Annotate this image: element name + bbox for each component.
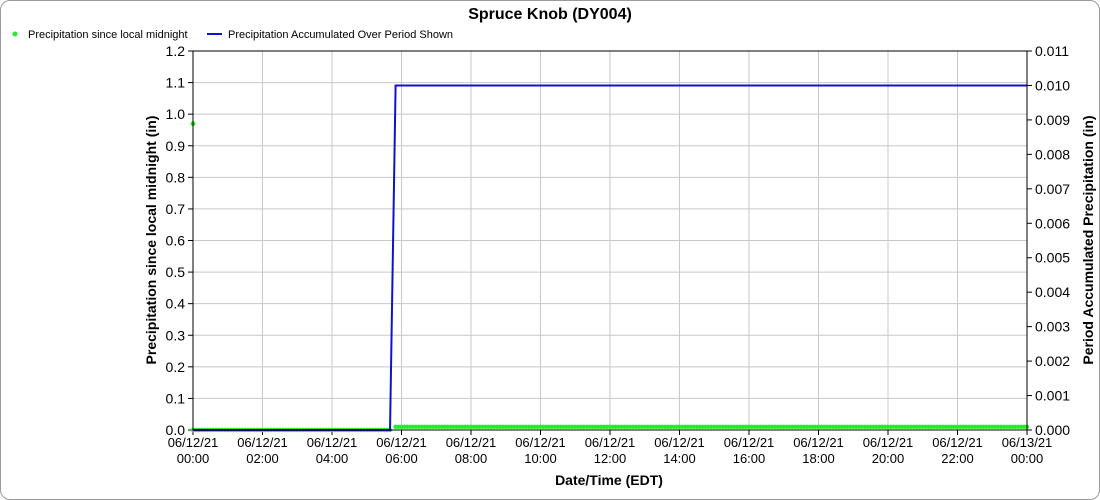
y-right-tick-label: 0.007 [1035,181,1070,197]
y-axis-left: 0.0 0.1 0.2 0.3 0.4 0.5 0.6 0.7 0.8 0.9 1.0 1.1 1.2 [166,43,193,438]
x-axis-label: Date/Time (EDT) [555,472,663,488]
y-right-tick-label: 0.006 [1035,215,1070,231]
y-right-tick-label: 0.002 [1035,353,1070,369]
x-tick-label-time: 04:00 [316,451,349,466]
y-right-tick-label: 0.000 [1035,422,1070,438]
x-tick-label-time: 10:00 [524,451,557,466]
x-tick-label-time: 00:00 [177,451,210,466]
x-tick-label-time: 02:00 [246,451,279,466]
legend-label-midnight: Precipitation since local midnight [28,29,188,41]
x-tick-label-time: 14:00 [663,451,696,466]
y-axis-left-label: Precipitation since local midnight (in) [143,116,159,365]
x-tick-label-date: 06/12/21 [168,435,219,450]
x-tick-label-date: 06/12/21 [654,435,705,450]
y-left-tick-label: 0.3 [166,327,186,343]
x-tick-label-date: 06/12/21 [446,435,497,450]
y-left-tick-label: 0.1 [166,390,186,406]
y-left-tick-label: 0.6 [166,233,186,249]
y-left-tick-label: 0.7 [166,201,186,217]
y-left-tick-label: 1.2 [166,43,186,59]
y-right-tick-label: 0.009 [1035,112,1070,128]
x-tick-label-time: 18:00 [802,451,835,466]
legend-label-accumulated: Precipitation Accumulated Over Period Sh… [228,29,453,41]
y-left-tick-label: 0.4 [166,296,186,312]
x-tick-label-time: 16:00 [733,451,766,466]
x-tick-label-time: 06:00 [385,451,418,466]
x-axis: 06/12/2100:0006/12/2102:0006/12/2104:000… [168,430,1053,466]
y-right-tick-label: 0.008 [1035,146,1070,162]
x-tick-label-time: 20:00 [872,451,905,466]
y-left-tick-label: 0.0 [166,422,186,438]
y-right-tick-label: 0.005 [1035,250,1070,266]
y-left-tick-label: 0.8 [166,169,186,185]
y-axis-right: 0.000 0.001 0.002 0.003 0.004 0.005 0.006 0.007… [1027,43,1070,438]
y-left-tick-label: 1.0 [166,106,186,122]
y-left-tick-label: 1.1 [166,75,186,91]
grid [192,50,1028,431]
x-tick-label-time: 12:00 [594,451,627,466]
y-left-tick-label: 0.9 [166,138,186,154]
x-tick-label-date: 06/13/21 [1002,435,1053,450]
y-right-tick-label: 0.003 [1035,319,1070,335]
y-right-tick-label: 0.011 [1035,43,1069,59]
x-tick-label-date: 06/12/21 [932,435,983,450]
y-right-tick-label: 0.010 [1035,77,1070,93]
x-tick-label-date: 06/12/21 [307,435,358,450]
x-tick-label-date: 06/12/21 [376,435,427,450]
x-tick-label-date: 06/12/21 [793,435,844,450]
x-tick-label-time: 08:00 [455,451,488,466]
x-tick-label-date: 06/12/21 [724,435,775,450]
legend-marker-midnight [12,31,18,37]
x-tick-label-time: 22:00 [941,451,974,466]
x-tick-label-date: 06/12/21 [237,435,288,450]
y-right-tick-label: 0.001 [1035,388,1070,404]
y-left-tick-label: 0.2 [166,359,186,375]
x-tick-label-date: 06/12/21 [515,435,566,450]
legend: Precipitation since local midnight Preci… [12,29,453,41]
x-tick-label-time: 00:00 [1011,451,1044,466]
x-tick-label-date: 06/12/21 [863,435,914,450]
y-right-tick-label: 0.004 [1035,284,1070,300]
chart-title: Spruce Knob (DY004) [468,6,632,23]
x-tick-label-date: 06/12/21 [585,435,636,450]
y-left-tick-label: 0.5 [166,264,186,280]
plot-area [192,50,1028,431]
y-axis-right-label: Period Accumulated Precipitation (in) [1080,115,1096,364]
